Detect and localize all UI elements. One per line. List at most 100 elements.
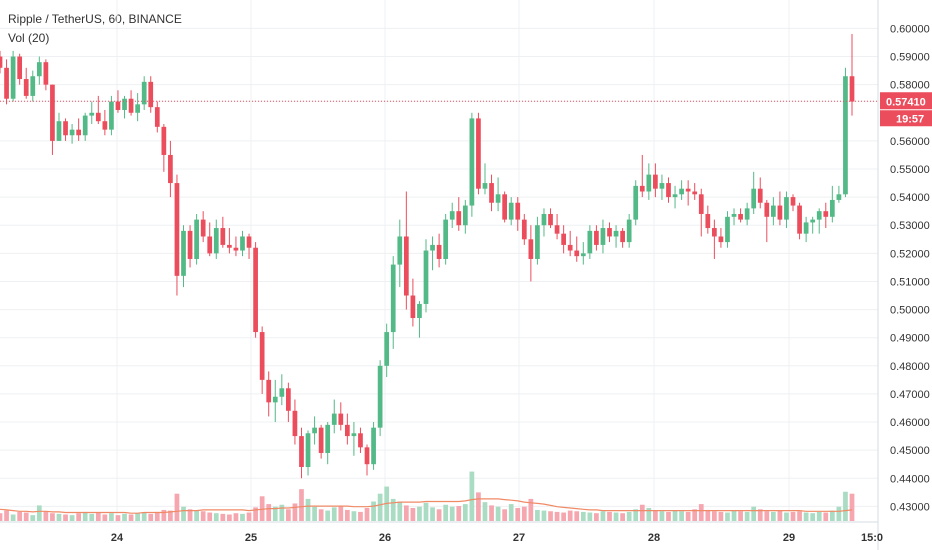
volume-bar (227, 514, 232, 521)
volume-bar (764, 511, 770, 521)
volume-bar (325, 510, 331, 521)
candle-body (607, 228, 612, 237)
volume-bar (403, 505, 409, 521)
candle-body (207, 236, 213, 254)
volume-bar (102, 514, 108, 521)
symbol-title: Ripple / TetherUS, 60, BINANCE (8, 12, 182, 26)
candle-body (574, 250, 580, 257)
y-tick-label: 0.44000 (890, 473, 930, 485)
candle-body (554, 225, 560, 234)
volume-bar (299, 489, 304, 521)
candle-body (128, 98, 134, 113)
candle-body (430, 244, 435, 251)
volume-bar (76, 513, 82, 521)
y-tick-label: 0.52000 (890, 248, 930, 260)
candle-body (653, 174, 658, 189)
volume-bar (476, 492, 481, 521)
candle-body (312, 427, 317, 434)
candle-body (508, 202, 514, 220)
candle-body (659, 183, 665, 189)
y-tick-label: 0.48000 (890, 361, 930, 373)
candle-body (731, 213, 737, 217)
x-tick-label: 29 (783, 532, 795, 544)
candle-body (56, 121, 62, 141)
candle-body (384, 332, 390, 366)
volume-bar (666, 511, 671, 521)
volume-bar (567, 510, 573, 521)
volume-bar (843, 491, 848, 521)
volume-bar (213, 513, 219, 521)
volume-bar (272, 506, 278, 521)
candle-body (109, 101, 114, 130)
volume-bar (600, 511, 606, 521)
y-tick-label: 0.46000 (890, 417, 930, 429)
volume-bar (10, 514, 16, 521)
volume-bar (417, 506, 422, 521)
candle-body (220, 228, 226, 245)
volume-bar (535, 509, 540, 521)
candle-body (567, 244, 573, 251)
candle-body (718, 236, 724, 243)
candle-body (698, 194, 704, 214)
candle-body (803, 222, 809, 234)
candle-body (423, 250, 429, 304)
y-tick-label: 0.53000 (890, 220, 930, 232)
volume-bar (141, 512, 147, 521)
candle-body (620, 230, 625, 243)
candle-body (600, 228, 606, 245)
volume-bar (423, 502, 429, 521)
volume-bar (495, 506, 501, 521)
candle-body (331, 413, 337, 425)
volume-bar (770, 511, 776, 521)
candle-body (679, 188, 684, 195)
volume-bar (692, 509, 698, 521)
y-tick-label: 0.45000 (890, 445, 930, 457)
candle-body (213, 228, 219, 254)
volume-bar (731, 510, 737, 521)
candle-body (135, 104, 140, 113)
candle-body (259, 332, 265, 380)
volume-bar (594, 513, 599, 521)
volume-bar (580, 511, 586, 521)
candle-body (685, 188, 691, 192)
candle-body (797, 205, 802, 234)
volume-ma-line (0, 498, 853, 514)
volume-bar (266, 504, 272, 521)
volume-bar (318, 509, 324, 521)
volume-bar (521, 506, 527, 521)
volume-bar (639, 504, 645, 521)
candle-body (338, 413, 344, 425)
candle-body (69, 129, 75, 136)
y-tick-label: 0.43000 (890, 501, 930, 513)
volume-bar (17, 511, 23, 521)
volume-bar (548, 511, 553, 521)
candle-body (344, 424, 350, 437)
candle-body (0, 56, 3, 68)
candle-body (712, 228, 717, 237)
candle-body (705, 213, 711, 229)
candle-body (521, 219, 527, 240)
volume-bar (351, 511, 357, 521)
volume-bar (95, 512, 101, 521)
volume-bar (240, 513, 245, 521)
candle-body (456, 211, 462, 226)
volume-bar (502, 509, 508, 521)
candle-body (227, 244, 232, 248)
candle-body (613, 230, 619, 237)
candle-body (371, 427, 376, 465)
volume-bar (725, 512, 730, 521)
volume-bar (803, 512, 809, 521)
volume-bar (849, 493, 855, 521)
volume-bar (574, 511, 580, 521)
candle-body (102, 121, 108, 130)
volume-bar (233, 513, 239, 521)
volume-bar (712, 511, 717, 521)
candle-body (246, 236, 252, 248)
volume-bar (738, 511, 743, 521)
volume-bars (0, 471, 855, 521)
volume-indicator-label: Vol (20) (8, 31, 50, 45)
volume-bar (797, 511, 802, 521)
volume-bar (489, 505, 494, 521)
volume-bar (469, 471, 475, 521)
